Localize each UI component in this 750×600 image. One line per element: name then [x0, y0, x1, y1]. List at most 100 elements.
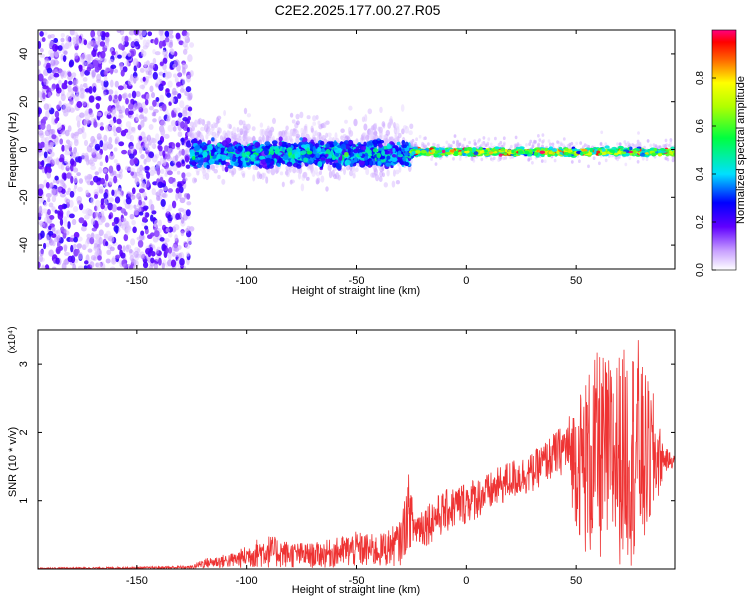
spectrogram-cell	[246, 113, 252, 118]
spectrogram-cell	[179, 100, 185, 109]
spectrogram-cell	[149, 85, 154, 93]
spectrogram-cell	[74, 95, 79, 101]
spectrogram-cell	[487, 137, 491, 141]
spectrogram-cell	[155, 248, 160, 254]
spectrogram-cell	[72, 165, 77, 171]
spectrogram-cell	[160, 120, 166, 127]
spectrogram-cell	[116, 118, 122, 125]
spectrogram-cell	[463, 137, 466, 142]
spectrogram-cell	[141, 50, 147, 57]
spectrogram-cell	[182, 41, 188, 48]
spectrogram-cell	[187, 116, 191, 121]
spectrogram-cell	[88, 86, 93, 94]
spectrogram-cell	[44, 129, 51, 137]
spectrogram-cell	[98, 236, 103, 245]
spectrogram-cell	[378, 143, 383, 148]
spectrogram-cell	[143, 205, 149, 211]
spectrogram-cell	[224, 166, 229, 173]
spectrogram-cell	[410, 142, 413, 146]
spectrogram-cell	[168, 176, 175, 184]
spectrogram-cell	[362, 132, 367, 137]
spectrogram-cell	[135, 91, 141, 98]
spectrogram-cell	[98, 166, 103, 174]
spectrogram-cell	[623, 140, 627, 144]
spectrogram-cell	[148, 124, 154, 130]
spectrogram-cell	[38, 69, 41, 75]
spectrogram-cell	[38, 73, 44, 82]
spectrogram-cell	[344, 119, 348, 124]
spectrogram-cell	[68, 61, 74, 68]
spectrogram-cell	[108, 177, 114, 185]
spectrogram-cell	[78, 203, 84, 211]
spectrogram-cell	[111, 107, 117, 115]
spectrogram-cell	[113, 68, 119, 74]
spectrogram-cell	[52, 43, 58, 52]
spectrogram-cell	[191, 160, 196, 167]
spectrogram-cell	[631, 143, 634, 147]
spectrogram-cell	[166, 156, 173, 162]
spectrogram-cell	[238, 119, 244, 126]
spectrogram-cell	[142, 76, 146, 82]
spectrogram-cell	[395, 180, 401, 185]
spectrogram-cell	[148, 105, 154, 111]
spectrogram-cell	[38, 212, 42, 218]
spectrogram-cell	[343, 167, 346, 176]
spectrogram-cell	[115, 254, 121, 259]
spectrogram-cell	[201, 168, 206, 174]
spectrogram-cell	[397, 150, 402, 156]
spectrogram-cell	[291, 130, 296, 137]
spectrogram-cell	[94, 171, 100, 176]
spectrogram-cell	[242, 130, 248, 136]
spectrogram-cell	[38, 130, 44, 136]
spectrogram-cell	[65, 190, 70, 196]
spectrogram-cell	[65, 103, 72, 110]
spectrogram-cell	[218, 158, 222, 163]
spectrogram-cell	[376, 152, 381, 159]
spectrogram-cell	[404, 151, 409, 157]
spectrogram-cell	[46, 234, 50, 242]
spectrogram-cell	[358, 152, 363, 157]
spectrogram-cell	[177, 131, 183, 138]
spectrogram-cell	[70, 132, 75, 139]
spectrogram-cell	[113, 132, 118, 137]
spectrogram-cell	[55, 246, 61, 255]
spectrogram-cell	[159, 61, 164, 67]
spectrogram-cell	[411, 138, 415, 143]
spectrogram-cell	[43, 79, 49, 86]
spectrogram-cell	[86, 66, 91, 72]
spectrogram-cell	[174, 154, 179, 162]
spectrogram-cell	[87, 210, 92, 215]
spectrogram-cell	[158, 71, 164, 76]
spectrogram-cell	[113, 147, 118, 152]
spectrogram-cell	[514, 135, 518, 140]
spectrogram-cell	[170, 119, 177, 127]
spectrogram-cell	[291, 119, 296, 124]
spectrogram-cell	[153, 262, 159, 269]
spectrogram-cell	[185, 74, 192, 83]
spectrogram-cell	[141, 94, 146, 99]
spectrogram-cell	[215, 116, 220, 125]
spectrogram-cell	[60, 32, 65, 38]
spectrogram-cell	[128, 145, 135, 154]
spectrogram-cell	[117, 244, 123, 251]
spectrogram-cell	[127, 51, 132, 57]
spectrogram-cell	[255, 149, 261, 154]
spectrogram-cell	[184, 243, 191, 249]
spectrogram-cell	[73, 236, 78, 243]
spectrogram-cell	[270, 167, 276, 176]
spectrogram-cell	[239, 128, 244, 136]
spectrogram-cell	[97, 217, 104, 226]
spectrogram-cell	[108, 58, 115, 65]
spectrogram-cell	[157, 78, 161, 86]
spectrogram-cell	[68, 213, 75, 219]
spectrogram-cell	[186, 111, 192, 117]
spectrogram-cell	[494, 136, 497, 141]
spectrogram-cell	[64, 159, 68, 164]
spectrogram-cell	[129, 213, 135, 220]
spectrogram-cell	[90, 148, 97, 155]
spectrogram-cell	[551, 142, 555, 147]
spectrogram-cell	[73, 31, 78, 37]
spectrogram-cell	[60, 93, 66, 102]
spectrogram-cell	[147, 70, 153, 76]
spectrogram-cell	[63, 244, 68, 250]
